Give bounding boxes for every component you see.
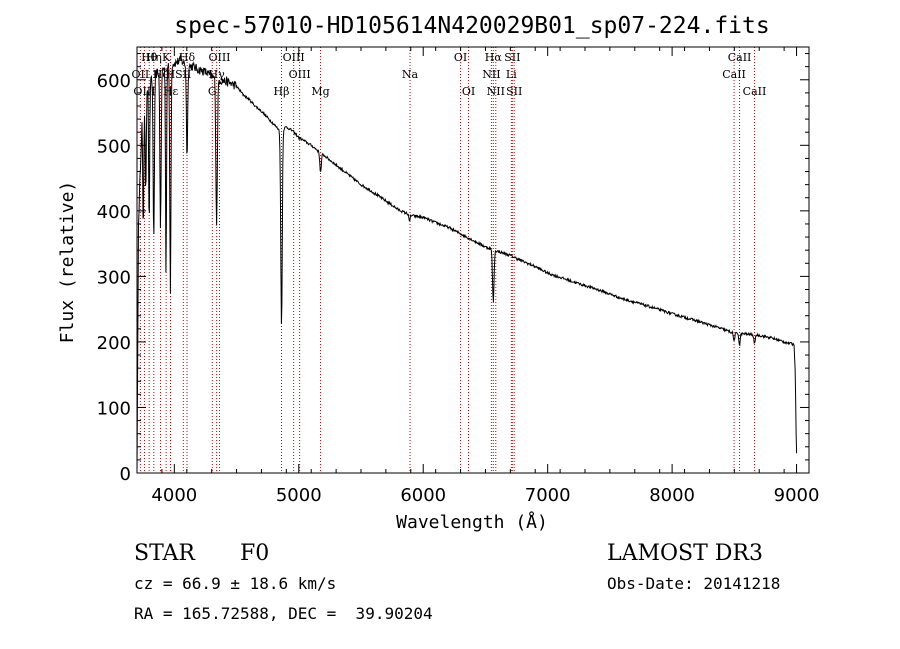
y-axis-label: Flux (relative) xyxy=(57,181,78,344)
x-tick-label: 7000 xyxy=(525,485,571,506)
line-label: Hδ xyxy=(179,51,196,64)
obs-date-text: Obs-Date: 20141218 xyxy=(607,574,781,593)
line-label: SII xyxy=(175,68,191,81)
line-label: SII xyxy=(504,51,520,64)
x-tick-label: 8000 xyxy=(649,485,695,506)
line-label: OIII xyxy=(283,51,305,64)
line-label: CaII xyxy=(743,85,767,98)
line-label: OIII xyxy=(289,68,311,81)
line-label: Li xyxy=(506,68,517,81)
x-axis-label: Wavelength (Å) xyxy=(396,511,548,533)
y-tick-label: 0 xyxy=(120,464,131,485)
line-label: Hη xyxy=(146,51,162,64)
survey-name: LAMOST DR3 xyxy=(607,541,763,566)
object-class: STAR xyxy=(134,541,195,566)
line-label: Na xyxy=(402,68,419,81)
line-label: K xyxy=(162,51,171,64)
y-axis-ticks: 0 100 200 300 400 500 600 xyxy=(97,53,809,485)
line-label: G xyxy=(208,85,217,98)
line-label: Hβ xyxy=(274,85,290,98)
line-label: OI xyxy=(462,85,475,98)
plot-frame xyxy=(136,46,810,474)
y-tick-label: 500 xyxy=(97,136,131,157)
y-tick-label: 200 xyxy=(97,333,131,354)
chart-title: spec-57010-HD105614N420029B01_sp07-224.f… xyxy=(174,13,769,39)
x-tick-label: 4000 xyxy=(151,485,197,506)
line-label: Hα xyxy=(485,51,503,64)
y-tick-label: 300 xyxy=(97,267,131,288)
x-axis-ticks: 4000 5000 6000 7000 8000 9000 xyxy=(136,47,820,506)
y-tick-label: 100 xyxy=(97,398,131,419)
line-label: Mg xyxy=(311,85,329,98)
line-label: SII xyxy=(506,85,522,98)
redshift-text: cz = 66.9 ± 18.6 km/s xyxy=(134,574,337,593)
x-tick-label: 6000 xyxy=(400,485,446,506)
coordinates-text: RA = 165.72588, DEC = 39.90204 xyxy=(134,604,433,623)
line-label: OIII xyxy=(208,51,230,64)
line-label: Hθ xyxy=(141,51,158,64)
line-label: CaII xyxy=(728,51,752,64)
line-label: OI xyxy=(454,51,467,64)
spectral-line-markers xyxy=(139,47,755,473)
y-tick-label: 400 xyxy=(97,202,131,223)
x-tick-label: 9000 xyxy=(774,485,820,506)
line-label: OII xyxy=(132,68,150,81)
line-label: NII xyxy=(482,68,500,81)
x-tick-label: 5000 xyxy=(276,485,322,506)
line-label: NII xyxy=(487,85,505,98)
line-label: H xyxy=(166,68,176,81)
spectrum-line xyxy=(136,53,798,474)
y-tick-label: 600 xyxy=(97,71,131,92)
object-subclass: F0 xyxy=(240,541,270,566)
spectral-line-labels: HθOIIOIIIHηHζHεKHHδSIIGOIIIHγHβOIIIOIIIM… xyxy=(132,51,767,98)
line-label: CaII xyxy=(722,68,746,81)
